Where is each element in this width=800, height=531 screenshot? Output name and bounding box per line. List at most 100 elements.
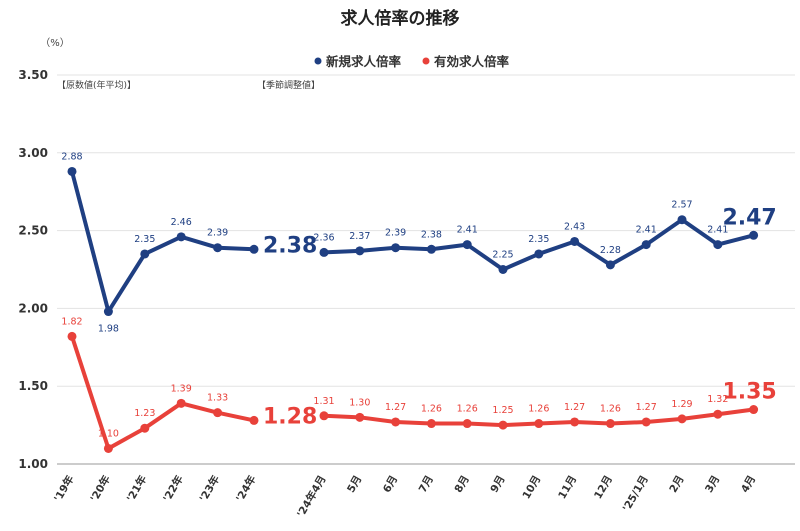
data-point [498, 420, 508, 430]
x-axis-ticks: '19年 '20年 '21年 '22年 '23年 '24年 '24年4月 5月 6月 7月 8月 9月… [51, 473, 758, 520]
x-tick-label: 11月 [556, 474, 579, 502]
data-label: 2.88 [61, 151, 82, 162]
x-tick-label: '19年 [51, 473, 77, 504]
data-point [605, 260, 615, 270]
data-label: 2.47 [722, 205, 776, 230]
data-point [391, 243, 401, 253]
series-line [70, 334, 256, 451]
data-label: 1.26 [528, 404, 549, 415]
x-tick-label: '20年 [88, 473, 114, 504]
data-point [426, 419, 436, 429]
data-label: 2.38 [421, 229, 442, 240]
y-axis-ticks: 1.00 1.50 2.00 2.50 3.00 3.50 [18, 68, 48, 471]
data-point [319, 247, 329, 257]
x-tick-label: 7月 [417, 474, 436, 495]
data-point [249, 244, 259, 254]
data-point [140, 423, 150, 433]
data-point [713, 409, 723, 419]
x-tick-label: 3月 [703, 474, 722, 495]
data-point [570, 236, 580, 246]
x-tick-label: '21年 [124, 473, 150, 504]
data-label: 1.39 [171, 383, 192, 394]
data-label: 2.36 [313, 232, 334, 243]
x-tick-label: '23年 [197, 473, 223, 504]
data-point [103, 307, 113, 317]
data-point [534, 249, 544, 259]
data-label: 1.31 [313, 396, 334, 407]
legend: 新規求人倍率 有効求人倍率 [314, 54, 510, 69]
data-label: 1.26 [421, 404, 442, 415]
legend-label-active: 有効求人倍率 [434, 54, 510, 69]
data-label: 2.41 [636, 225, 657, 236]
data-label: 1.26 [600, 404, 621, 415]
data-point [355, 246, 365, 256]
data-labels: 2.881.982.352.462.392.382.36 2.37 2.39 2.38… [61, 151, 776, 439]
data-label: 2.41 [457, 225, 478, 236]
x-tick-label: 10月 [520, 474, 543, 502]
x-tick-label: 12月 [592, 474, 615, 502]
legend-label-new: 新規求人倍率 [326, 54, 402, 69]
data-label: 1.10 [98, 428, 119, 439]
data-point [605, 419, 615, 429]
x-tick-label: 6月 [381, 474, 400, 495]
data-point [67, 331, 77, 341]
legend-marker-new [314, 57, 322, 65]
data-point [213, 243, 223, 253]
legend-marker-active [422, 57, 430, 65]
data-label: 1.27 [636, 402, 657, 413]
data-label: 1.29 [671, 399, 692, 410]
data-label: 1.23 [134, 408, 155, 419]
data-label: 2.35 [528, 234, 549, 245]
data-point [641, 417, 651, 427]
grid [57, 74, 795, 465]
y-tick-label: 2.50 [18, 224, 48, 238]
data-label: 1.27 [564, 402, 585, 413]
data-point [355, 412, 365, 422]
series-line [70, 169, 256, 314]
data-label: 1.35 [722, 380, 776, 405]
data-label: 1.25 [492, 405, 513, 416]
y-tick-label: 2.00 [18, 301, 48, 315]
x-tick-label: 9月 [488, 474, 507, 495]
data-label: 2.39 [207, 228, 228, 239]
data-point [641, 240, 651, 250]
data-point [391, 417, 401, 427]
x-tick-label: 2月 [667, 474, 686, 495]
x-tick-label: '22年 [160, 473, 186, 504]
y-tick-label: 1.50 [18, 379, 48, 393]
data-label: 2.37 [349, 231, 370, 242]
y-tick-label: 1.00 [18, 457, 48, 471]
data-point [176, 232, 186, 242]
x-tick-label: 8月 [452, 474, 471, 495]
data-label: 1.27 [385, 402, 406, 413]
data-point [426, 244, 436, 254]
data-label: 2.43 [564, 221, 585, 232]
x-tick-label: '24年 [233, 473, 259, 504]
annotation-annual: 【原数値(年平均)】 [57, 79, 136, 91]
data-label: 2.41 [707, 225, 728, 236]
data-label: 2.38 [263, 233, 317, 258]
data-label: 2.46 [171, 217, 192, 228]
y-tick-label: 3.00 [18, 146, 48, 160]
unit-label: （%） [40, 37, 70, 49]
data-point [176, 398, 186, 408]
data-point [140, 249, 150, 259]
data-point [749, 230, 759, 240]
data-label: 2.25 [492, 250, 513, 261]
data-label: 1.26 [457, 404, 478, 415]
series-lines [67, 166, 759, 453]
data-point [319, 411, 329, 421]
data-point [570, 417, 580, 427]
data-point [713, 240, 723, 250]
data-label: 1.32 [707, 394, 728, 405]
data-label: 2.57 [671, 200, 692, 211]
data-point [462, 240, 472, 250]
data-label: 1.28 [263, 404, 317, 429]
data-point [213, 408, 223, 418]
data-point [749, 405, 759, 415]
chart-title: 求人倍率の推移 [341, 8, 460, 29]
data-label: 2.28 [600, 245, 621, 256]
x-tick-label: '25/1月 [621, 474, 651, 514]
